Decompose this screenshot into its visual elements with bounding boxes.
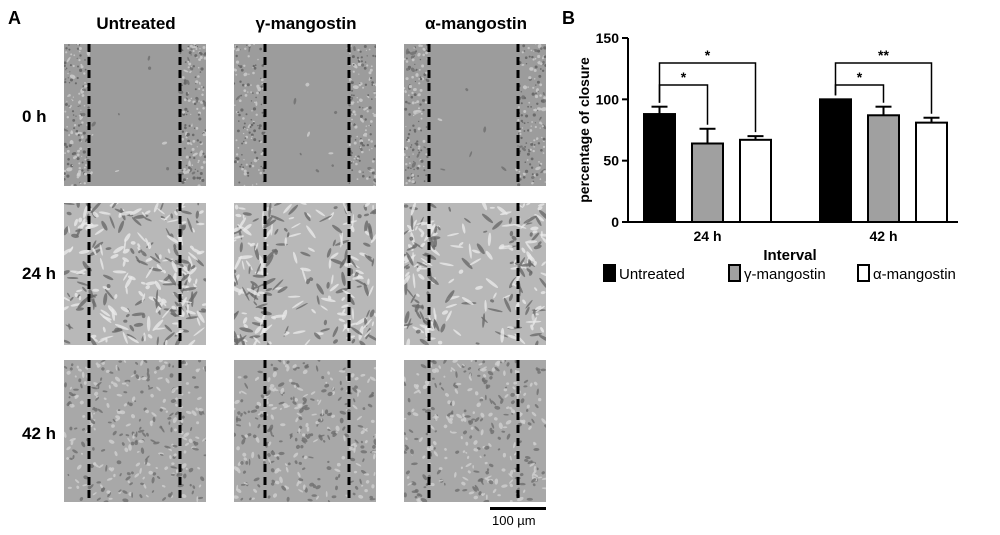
- y-tick-label-0: 0: [611, 214, 619, 230]
- x-tick-label-1: 42 h: [869, 228, 897, 244]
- micrograph-r1-c2: [404, 203, 546, 345]
- column-header-gamma-mangostin: γ-mangostin: [255, 14, 357, 33]
- significance-bracket-3: [834, 62, 933, 114]
- y-tick-label-150: 150: [596, 30, 620, 46]
- row-header-24h: 24 h: [22, 264, 57, 283]
- row-header-42h: 42 h: [22, 424, 57, 443]
- micrograph-r0-c1: [234, 44, 376, 186]
- panel-b-letter: B: [562, 8, 575, 28]
- x-axis-label: Interval: [763, 247, 816, 264]
- legend-label-0: Untreated: [619, 266, 685, 283]
- bar-24h-1: [691, 142, 724, 223]
- legend-swatch-1: [728, 264, 741, 282]
- scale-bar: [490, 507, 546, 510]
- y-tick-label-100: 100: [596, 91, 620, 107]
- micrograph-r1-c0: [64, 203, 206, 345]
- micrograph-r2-c1: [234, 360, 376, 502]
- y-axis-label: percentage of closure: [576, 57, 592, 203]
- panel-a-letter: A: [8, 8, 21, 28]
- x-tick-label-0: 24 h: [693, 228, 721, 244]
- significance-label-2: *: [857, 69, 863, 85]
- bar-24h-0: [643, 113, 676, 223]
- legend-label-1: γ-mangostin: [744, 266, 826, 283]
- bar-24h-2: [739, 138, 772, 224]
- legend-swatch-0: [603, 264, 616, 282]
- significance-label-1: *: [705, 47, 711, 63]
- column-header-untreated: Untreated: [96, 14, 176, 33]
- micrograph-r2-c2: [404, 360, 546, 502]
- significance-label-3: **: [878, 47, 889, 63]
- bar-42h-2: [915, 121, 948, 223]
- column-header-alpha-mangostin: α-mangostin: [424, 14, 528, 33]
- scale-bar-label: 100 µm: [492, 513, 536, 528]
- micrograph-r2-c0: [64, 360, 206, 502]
- significance-bracket-1: [658, 62, 757, 133]
- legend-label-2: α-mangostin: [873, 266, 956, 283]
- micrograph-r0-c0: [64, 44, 206, 186]
- bar-42h-1: [867, 114, 900, 223]
- bar-42h-0: [819, 98, 852, 223]
- significance-label-0: *: [681, 69, 687, 85]
- y-tick-label-50: 50: [603, 153, 619, 169]
- micrograph-r0-c2: [404, 44, 546, 186]
- row-header-0h: 0 h: [22, 107, 47, 126]
- legend-swatch-2: [857, 264, 870, 282]
- micrograph-r1-c1: [234, 203, 376, 345]
